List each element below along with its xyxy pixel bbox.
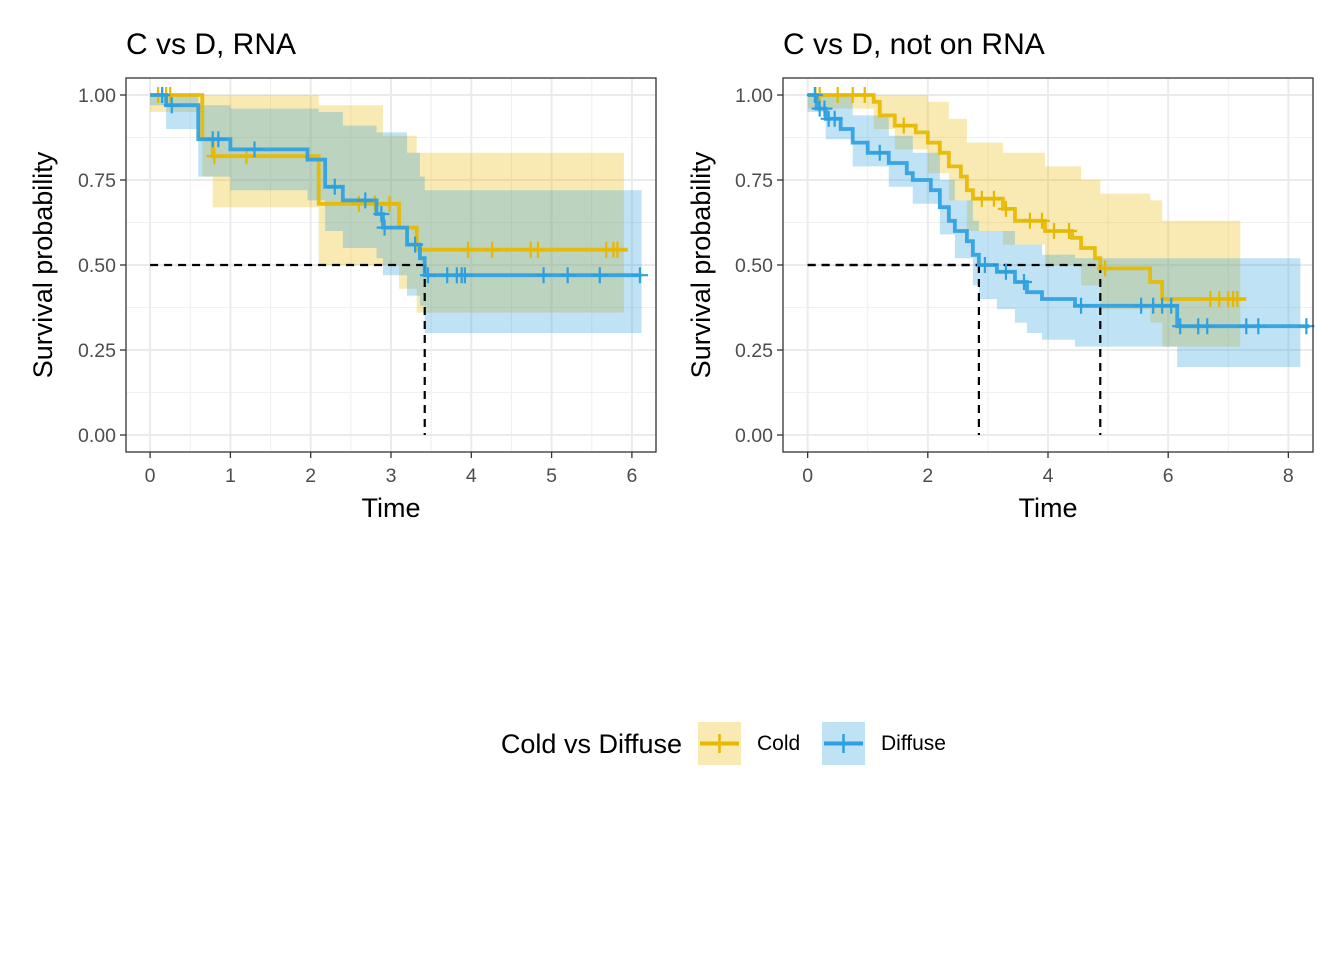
censor-mark bbox=[154, 87, 171, 103]
x-tick-label: 5 bbox=[546, 465, 557, 487]
y-tick-label: 1.00 bbox=[735, 85, 773, 107]
censor-mark bbox=[997, 200, 1014, 217]
legend-label-cold: Cold bbox=[757, 732, 800, 755]
censor-mark bbox=[407, 236, 424, 253]
x-tick-label: 8 bbox=[1283, 465, 1294, 487]
censor-mark bbox=[529, 241, 546, 258]
x-tick-label: 4 bbox=[1043, 465, 1054, 487]
legend-title: Cold vs Diffuse bbox=[501, 729, 682, 759]
x-tick-label: 6 bbox=[626, 465, 637, 487]
legend-key-diffuse bbox=[822, 722, 865, 765]
y-tick-label: 0.50 bbox=[735, 255, 773, 277]
censor-mark bbox=[985, 190, 1002, 207]
censor-mark bbox=[1199, 318, 1216, 335]
censor-mark bbox=[163, 97, 180, 114]
censor-mark bbox=[326, 178, 343, 195]
legend-key-cold bbox=[698, 722, 741, 765]
censor-mark bbox=[1046, 223, 1063, 239]
censor-mark bbox=[1250, 318, 1267, 335]
censor-mark bbox=[1172, 318, 1189, 335]
censor-mark bbox=[1163, 297, 1180, 314]
censor-mark bbox=[460, 241, 477, 258]
censor-mark bbox=[829, 87, 846, 103]
censor-mark bbox=[484, 241, 501, 258]
censor-mark bbox=[206, 148, 223, 165]
censor-mark bbox=[816, 100, 833, 117]
x-tick-label: 6 bbox=[1163, 465, 1174, 487]
censor-mark bbox=[376, 219, 393, 236]
censor-mark bbox=[591, 267, 608, 284]
y-tick-label: 1.00 bbox=[78, 85, 116, 107]
y-tick-label: 0.50 bbox=[78, 255, 116, 277]
x-tick-label: 1 bbox=[225, 465, 236, 487]
y-tick-label: 0.25 bbox=[78, 340, 116, 362]
y-tick-label: 0.25 bbox=[735, 340, 773, 362]
legend: Cold vs Diffuse Cold Diffuse bbox=[501, 722, 946, 765]
censor-mark bbox=[1229, 291, 1246, 307]
y-axis-title: Survival probability bbox=[28, 151, 58, 378]
censor-mark bbox=[1033, 212, 1050, 229]
censor-mark bbox=[210, 131, 227, 148]
y-axis-title: Survival probability bbox=[686, 151, 716, 378]
censor-mark bbox=[871, 144, 888, 161]
legend-label-diffuse: Diffuse bbox=[881, 732, 946, 755]
y-tick-label: 0.00 bbox=[78, 425, 116, 447]
censor-mark bbox=[559, 267, 576, 284]
y-tick-label: 0.00 bbox=[735, 425, 773, 447]
censor-mark bbox=[1015, 274, 1032, 290]
chart-title: C vs D, RNA bbox=[126, 28, 296, 61]
x-tick-label: 2 bbox=[922, 465, 933, 487]
x-tick-label: 3 bbox=[386, 465, 397, 487]
censor-mark bbox=[1061, 223, 1078, 239]
censor-mark bbox=[976, 257, 993, 273]
censor-mark bbox=[357, 192, 374, 209]
x-axis-title: Time bbox=[362, 493, 421, 523]
censor-mark bbox=[1298, 318, 1315, 335]
y-tick-label: 0.75 bbox=[735, 170, 773, 192]
censor-mark bbox=[806, 87, 823, 103]
censor-mark bbox=[381, 195, 398, 212]
censor-mark bbox=[895, 117, 912, 134]
survival-curve-cold bbox=[150, 93, 628, 252]
x-tick-label: 0 bbox=[145, 465, 156, 487]
censor-mark bbox=[609, 241, 626, 258]
censor-mark bbox=[997, 263, 1014, 280]
x-tick-label: 4 bbox=[466, 465, 477, 487]
x-tick-label: 0 bbox=[802, 465, 813, 487]
x-axis-title: Time bbox=[1019, 493, 1078, 523]
censor-mark bbox=[826, 110, 843, 127]
censor-mark bbox=[856, 87, 873, 103]
censor-mark bbox=[246, 141, 263, 158]
y-tick-label: 0.75 bbox=[78, 170, 116, 192]
censor-mark bbox=[631, 267, 648, 284]
censor-mark bbox=[1097, 260, 1114, 277]
censor-marks-diffuse bbox=[806, 87, 1315, 335]
x-tick-label: 2 bbox=[305, 465, 316, 487]
survival-curve-diffuse bbox=[150, 93, 642, 278]
survival-plot-rna: C vs D, RNA 0 1 2 3 4 5 6 0.00 0.25 0.50 0.75 1.00 Ti… bbox=[28, 28, 657, 523]
censor-mark bbox=[535, 267, 552, 284]
chart-title: C vs D, not on RNA bbox=[783, 28, 1045, 61]
censor-mark bbox=[1073, 297, 1090, 314]
censor-marks-diffuse bbox=[154, 87, 648, 284]
survival-plot-not-on-rna: C vs D, not on RNA 0 2 4 6 8 0.00 0.25 0.50 0.75 1… bbox=[686, 28, 1315, 523]
survival-curve-diffuse bbox=[807, 93, 1310, 329]
censor-mark bbox=[456, 267, 473, 284]
censor-mark bbox=[419, 267, 436, 284]
censor-mark bbox=[373, 206, 390, 222]
